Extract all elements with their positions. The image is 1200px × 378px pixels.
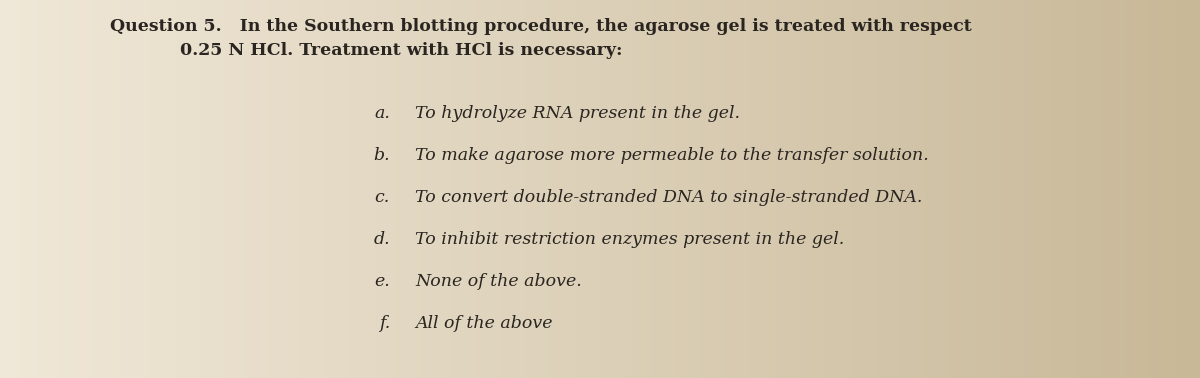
Text: All of the above: All of the above (415, 315, 552, 332)
Text: e.: e. (374, 273, 390, 290)
Text: d.: d. (373, 231, 390, 248)
Text: Question 5.   In the Southern blotting procedure, the agarose gel is treated wit: Question 5. In the Southern blotting pro… (110, 18, 972, 35)
Text: f.: f. (379, 315, 390, 332)
Text: To inhibit restriction enzymes present in the gel.: To inhibit restriction enzymes present i… (415, 231, 845, 248)
Text: c.: c. (374, 189, 390, 206)
Text: 0.25 N HCl. Treatment with HCl is necessary:: 0.25 N HCl. Treatment with HCl is necess… (180, 42, 623, 59)
Text: None of the above.: None of the above. (415, 273, 582, 290)
Text: a.: a. (374, 105, 390, 122)
Text: To hydrolyze RNA present in the gel.: To hydrolyze RNA present in the gel. (415, 105, 740, 122)
Text: To convert double-stranded DNA to single-stranded DNA.: To convert double-stranded DNA to single… (415, 189, 923, 206)
Text: To make agarose more permeable to the transfer solution.: To make agarose more permeable to the tr… (415, 147, 929, 164)
Text: b.: b. (373, 147, 390, 164)
